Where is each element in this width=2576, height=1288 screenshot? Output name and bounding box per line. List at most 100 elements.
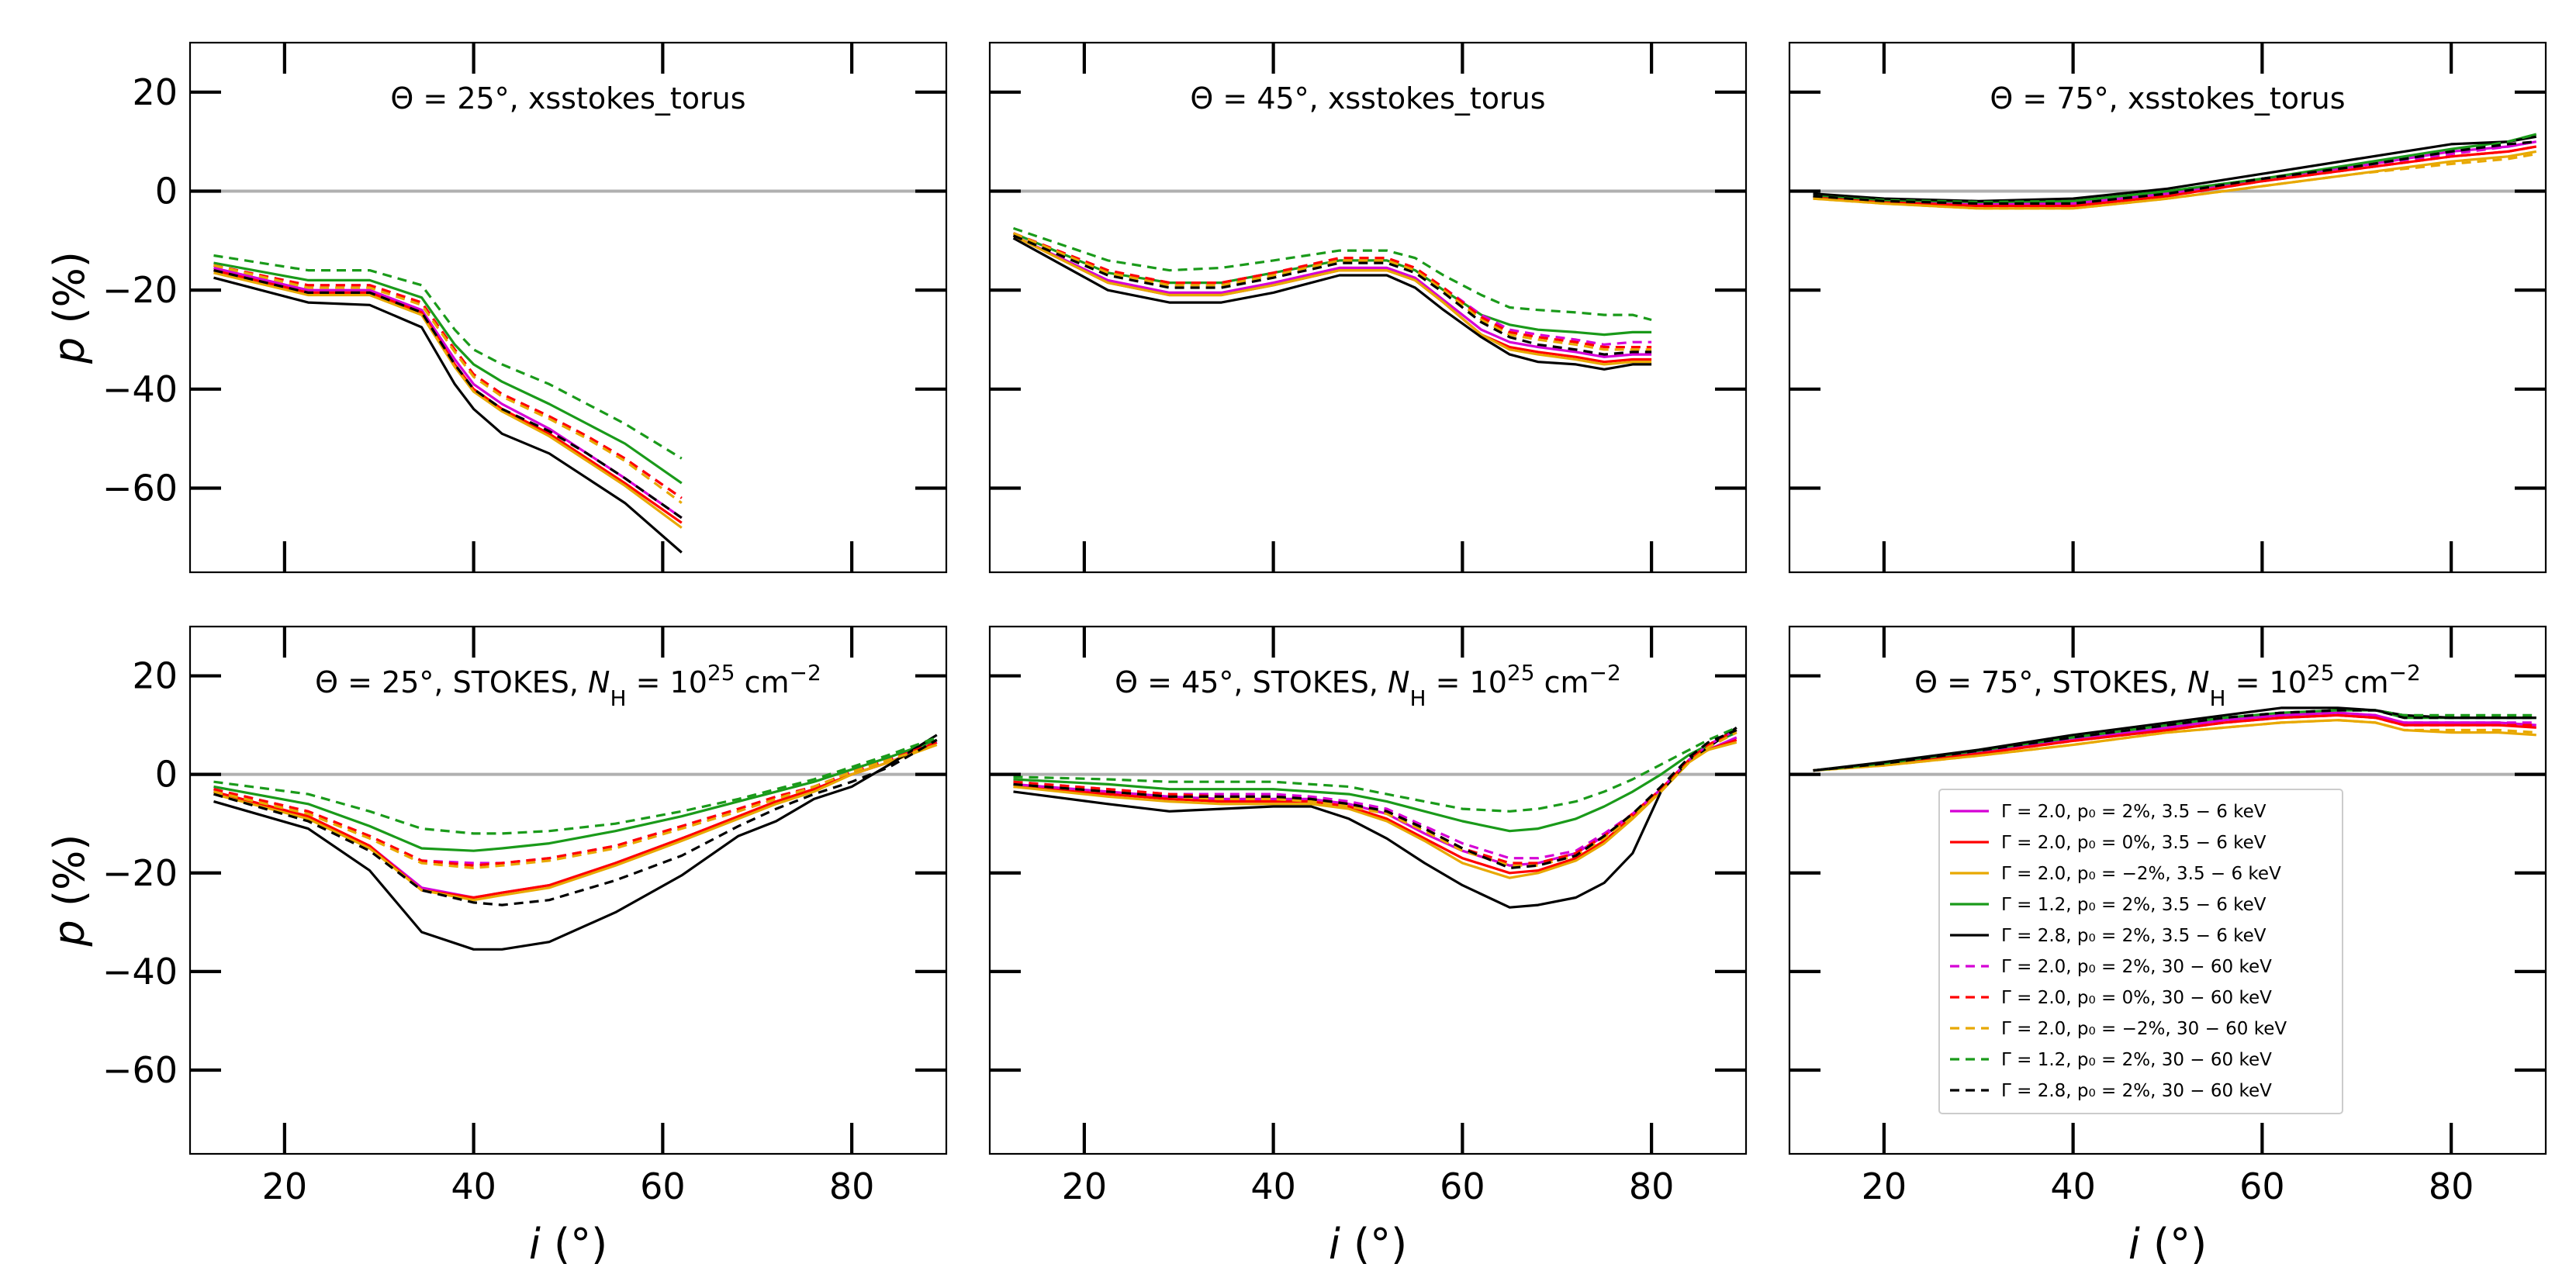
x-tick-label: 60 xyxy=(2239,1165,2285,1207)
series-line-m-d xyxy=(213,741,938,865)
x-axis-label: i (°) xyxy=(1329,1220,1407,1269)
series-line-o-d xyxy=(1013,731,1738,867)
y-tick-label: 0 xyxy=(155,170,178,212)
legend-label: Γ = 2.0, p₀ = −2%, 30 − 60 keV xyxy=(2001,1019,2287,1039)
legend-label: Γ = 2.0, p₀ = 0%, 3.5 − 6 keV xyxy=(2001,833,2267,853)
series-line-m-s xyxy=(1013,736,1738,867)
panel-title: Θ = 45°, STOKES, NH = 1025 cm−2 xyxy=(1115,660,1621,711)
panel-title: Θ = 75°, STOKES, NH = 1025 cm−2 xyxy=(1914,660,2421,711)
legend-label: Γ = 2.0, p₀ = 2%, 30 − 60 keV xyxy=(2001,957,2272,977)
panel-title: Θ = 25°, xsstokes_torus xyxy=(390,81,745,116)
y-tick-label: 20 xyxy=(132,655,178,697)
series-line-m-d xyxy=(1813,711,2536,772)
x-tick-label: 60 xyxy=(640,1165,686,1207)
legend-box xyxy=(1938,789,2343,1114)
series-line-r-d xyxy=(1012,232,1652,349)
series-line-r-d xyxy=(1813,713,2536,772)
legend-label: Γ = 1.2, p₀ = 2%, 3.5 − 6 keV xyxy=(2001,895,2267,915)
series-group xyxy=(213,734,938,951)
x-tick-label: 80 xyxy=(829,1165,875,1207)
series-line-m-s xyxy=(1012,234,1652,358)
legend-label: Γ = 2.0, p₀ = −2%, 3.5 − 6 keV xyxy=(2001,864,2281,884)
series-line-k-d xyxy=(1012,234,1652,356)
series-line-o-d xyxy=(1012,232,1652,351)
x-tick-label: 80 xyxy=(2429,1165,2474,1207)
panel-4: 20 40 60 80 −60 −40 −20 0 20 Θ = 25°, STOKES, NH … xyxy=(45,625,948,1269)
y-axis-label: p (%) xyxy=(45,251,94,364)
panel-6: 20 40 60 80 Θ = 75°, STOKES, NH = 1025 cm−2 i… xyxy=(1788,625,2547,1269)
series-line-r-d xyxy=(1813,145,2537,208)
series-line-k-d xyxy=(1013,729,1738,870)
panel-3: Θ = 75°, xsstokes_torus xyxy=(1788,41,2547,574)
x-tick-label: 20 xyxy=(1862,1165,1907,1207)
legend-item: Γ = 2.0, p₀ = 2%, 3.5 − 6 keV xyxy=(1950,802,2267,822)
series-line-r-d xyxy=(213,741,938,867)
x-axis-label: i (°) xyxy=(2128,1220,2207,1269)
legend-label: Γ = 1.2, p₀ = 2%, 30 − 60 keV xyxy=(2001,1050,2272,1070)
series-line-m-d xyxy=(213,264,683,499)
axes-frame xyxy=(988,41,1748,574)
legend: Γ = 2.0, p₀ = 2%, 3.5 − 6 keV Γ = 2.0, p₀… xyxy=(1938,789,2343,1114)
y-tick-label: −60 xyxy=(102,467,178,509)
y-tick-label: −40 xyxy=(102,368,178,410)
series-line-k-s xyxy=(1813,135,2537,202)
series-group xyxy=(1012,226,1652,371)
series-group xyxy=(1013,726,1738,909)
legend-item: Γ = 2.0, p₀ = −2%, 3.5 − 6 keV xyxy=(1950,864,2281,884)
series-line-k-s xyxy=(213,734,938,951)
legend-item: Γ = 2.8, p₀ = 2%, 30 − 60 keV xyxy=(1950,1081,2272,1101)
series-line-o-d xyxy=(1813,153,2537,210)
y-tick-label: −20 xyxy=(102,852,178,894)
series-line-o-s xyxy=(1813,150,2537,210)
series-line-o-d xyxy=(213,743,938,870)
series-line-k-s xyxy=(1012,237,1652,371)
panel-5: 20 40 60 80 Θ = 45°, STOKES, NH = 1025 cm−2 i… xyxy=(988,625,1748,1269)
panel-2: Θ = 45°, xsstokes_torus xyxy=(988,41,1748,574)
series-line-g-s xyxy=(1013,731,1738,833)
axes-frame xyxy=(188,41,948,574)
x-tick-label: 80 xyxy=(1629,1165,1675,1207)
series-line-o-s xyxy=(213,743,938,902)
y-tick-label: −20 xyxy=(102,269,178,311)
x-tick-label: 20 xyxy=(1062,1165,1108,1207)
x-axis-label: i (°) xyxy=(529,1220,607,1269)
series-line-r-d xyxy=(213,264,683,499)
panel-title: Θ = 75°, xsstokes_torus xyxy=(1990,81,2345,116)
y-tick-label: −40 xyxy=(102,951,178,993)
series-line-m-d xyxy=(1013,729,1738,860)
series-line-k-d xyxy=(213,738,938,906)
legend-item: Γ = 2.0, p₀ = 2%, 30 − 60 keV xyxy=(1950,957,2272,977)
legend-item: Γ = 1.2, p₀ = 2%, 30 − 60 keV xyxy=(1950,1050,2272,1070)
y-axis-label: p (%) xyxy=(45,834,94,948)
series-line-o-s xyxy=(213,271,683,529)
legend-item: Γ = 1.2, p₀ = 2%, 3.5 − 6 keV xyxy=(1950,895,2267,915)
series-line-g-d xyxy=(213,736,938,835)
series-line-k-d xyxy=(213,269,683,520)
x-tick-label: 40 xyxy=(2050,1165,2096,1207)
panel-title: Θ = 25°, STOKES, NH = 1025 cm−2 xyxy=(315,660,821,711)
series-line-m-d xyxy=(1813,140,2537,205)
y-tick-label: −60 xyxy=(102,1049,178,1091)
series-group xyxy=(1813,706,2536,772)
series-line-o-s xyxy=(1012,234,1652,366)
series-group xyxy=(1813,133,2537,210)
panel-title: Θ = 45°, xsstokes_torus xyxy=(1190,81,1545,116)
series-line-o-d xyxy=(1813,719,2536,772)
legend-label: Γ = 2.8, p₀ = 2%, 3.5 − 6 keV xyxy=(2001,926,2267,946)
x-tick-label: 60 xyxy=(1440,1165,1485,1207)
series-line-k-d xyxy=(1813,709,2536,772)
legend-item: Γ = 2.0, p₀ = 0%, 30 − 60 keV xyxy=(1950,988,2272,1008)
series-line-g-s xyxy=(213,738,938,852)
series-line-g-d xyxy=(1013,726,1738,813)
series-line-k-d xyxy=(1813,140,2536,205)
series-line-r-s xyxy=(213,269,683,524)
x-tick-label: 20 xyxy=(262,1165,308,1207)
legend-label: Γ = 2.0, p₀ = 0%, 30 − 60 keV xyxy=(2001,988,2272,1008)
axes-frame xyxy=(188,625,948,1155)
series-line-m-d xyxy=(1012,232,1652,346)
series-line-o-d xyxy=(213,264,683,504)
y-tick-label: 20 xyxy=(132,71,178,113)
